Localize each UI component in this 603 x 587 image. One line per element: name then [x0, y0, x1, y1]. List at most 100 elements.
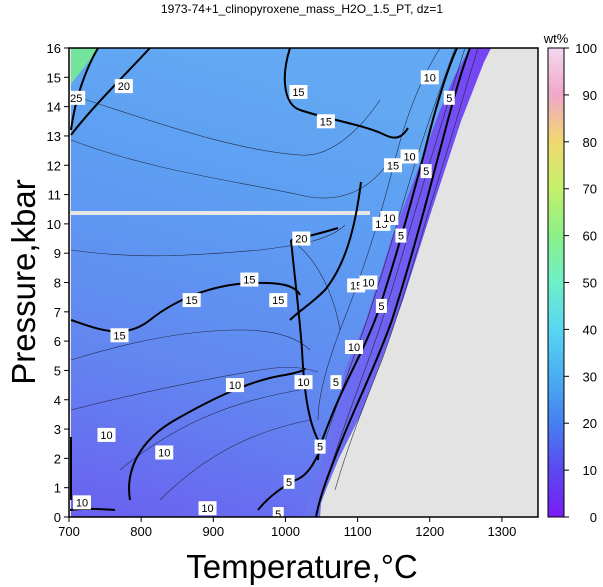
contour-label-bg — [114, 79, 133, 94]
contour-label: 10 — [225, 378, 244, 393]
chart-title: 1973-74+1_clinopyroxene_mass_H2O_1.5_PT,… — [161, 2, 444, 16]
contour-label: 10 — [400, 149, 419, 164]
y-tick-label: 16 — [47, 41, 61, 56]
contour-label: 10 — [198, 501, 217, 516]
contour-label: 15 — [182, 293, 201, 308]
x-tick-label: 800 — [130, 524, 152, 539]
colorbar-gradient — [547, 47, 565, 518]
contour-label-text: 15 — [243, 275, 255, 287]
y-tick-label: 2 — [54, 451, 61, 466]
colorbar-tick-label: 80 — [583, 135, 597, 150]
x-tick-label: 900 — [202, 524, 224, 539]
y-tick-label: 3 — [54, 422, 61, 437]
contour-label: 5 — [443, 90, 455, 105]
y-tick-label: 7 — [54, 305, 61, 320]
contour-label-bg — [383, 158, 402, 173]
contour-label-text: 10 — [100, 430, 112, 442]
contour-label-text: 15 — [186, 295, 198, 307]
colorbar-tick-label: 70 — [583, 182, 597, 197]
y-tick-label: 5 — [54, 363, 61, 378]
contour-label: 10 — [294, 375, 313, 390]
y-tick-label: 10 — [47, 217, 61, 232]
contour-label-text: 10 — [201, 503, 213, 515]
contour-label-text: 5 — [423, 166, 429, 178]
colorbar-tick-label: 50 — [583, 276, 597, 291]
contour-label: 15 — [269, 293, 288, 308]
contour-label: 20 — [114, 79, 133, 94]
y-axis-label: Pressure,kbar — [5, 179, 42, 384]
y-tick-label: 12 — [47, 158, 61, 173]
colorbar-tick-label: 30 — [583, 369, 597, 384]
contour-label-text: 10 — [297, 377, 309, 389]
contour-label-bg — [269, 293, 288, 308]
contour-label-text: 5 — [446, 93, 452, 105]
contour-label-bg — [345, 339, 364, 354]
contour-label: 5 — [375, 298, 387, 313]
contour-label: 10 — [72, 495, 91, 510]
y-tick-label: 9 — [54, 246, 61, 261]
contour-label-bg — [198, 501, 217, 516]
contour-label-bg — [225, 378, 244, 393]
contour-label-bg — [330, 375, 342, 390]
contour-label-bg — [240, 272, 259, 287]
colorbar-tick-label: 40 — [583, 322, 597, 337]
contour-label-text: 10 — [229, 380, 241, 392]
contour-label: 5 — [314, 439, 326, 454]
contour-label-text: 5 — [275, 509, 281, 521]
contour-label-bg — [182, 293, 201, 308]
contour-label-text: 15 — [320, 116, 332, 128]
x-tick-label: 1200 — [415, 524, 444, 539]
contour-label-bg — [395, 228, 407, 243]
contour-label-bg — [155, 445, 174, 460]
colorbar-tick-label: 90 — [583, 88, 597, 103]
contour-label-text: 5 — [317, 442, 323, 454]
contour-label-bg — [375, 298, 387, 313]
contour-label-text: 20 — [295, 234, 307, 246]
contour-label-bg — [380, 211, 399, 226]
contour-label-bg — [400, 149, 419, 164]
green-corner — [71, 48, 98, 84]
contour-label-text: 15 — [350, 280, 362, 292]
contour-label-text: 5 — [378, 301, 384, 313]
contour-label-text: 10 — [362, 278, 374, 290]
colorbar-ticks: 0 10 20 30 40 50 60 70 80 90 100 — [564, 41, 597, 525]
y-tick-label: 14 — [47, 100, 61, 115]
contour-label-bg — [294, 375, 313, 390]
contour-label-text: 15 — [292, 87, 304, 99]
contour-label: 5 — [330, 375, 342, 390]
y-tick-label: 4 — [54, 393, 61, 408]
contour-label-text: 10 — [76, 497, 88, 509]
contour-label-bg — [72, 495, 91, 510]
thick-contours — [69, 48, 471, 517]
contour-label: 10 — [380, 211, 399, 226]
contour-label-bg — [420, 70, 439, 85]
contour-label: 15 — [316, 114, 335, 129]
contour-label-bg — [69, 90, 86, 105]
contour-label: 5 — [395, 228, 407, 243]
contour-label-text: 10 — [348, 342, 360, 354]
contour-label-bg — [314, 439, 326, 454]
colorbar-tick-label: 20 — [583, 416, 597, 431]
contour-label-bg — [283, 474, 295, 489]
y-tick-label: 1 — [54, 481, 61, 496]
contour-label-text: 20 — [118, 81, 130, 93]
hot-band — [304, 48, 491, 517]
contour-label-bg — [97, 427, 116, 442]
contour-label-text: 15 — [272, 295, 284, 307]
contour-label: 10 — [345, 339, 364, 354]
contour-label-text: 10 — [403, 151, 415, 163]
contour-label-text: 10 — [424, 72, 436, 84]
contour-label-text: 5 — [333, 377, 339, 389]
y-tick-label: 0 — [54, 510, 61, 525]
y-tick-label: 15 — [47, 70, 61, 85]
contour-label-text: 15 — [113, 330, 125, 342]
contour-label: 15 — [289, 84, 308, 99]
contour-label: 10 — [420, 70, 439, 85]
x-tick-label: 700 — [58, 524, 80, 539]
contour-label-bg — [420, 164, 432, 179]
colorbar: wt% 0 10 20 30 40 50 60 70 80 90 100 — [543, 31, 597, 525]
contour-label: 15 — [240, 272, 259, 287]
contour-label-bg — [359, 275, 378, 290]
contour-label-bg — [110, 328, 129, 343]
x-tick-label: 1300 — [487, 524, 516, 539]
